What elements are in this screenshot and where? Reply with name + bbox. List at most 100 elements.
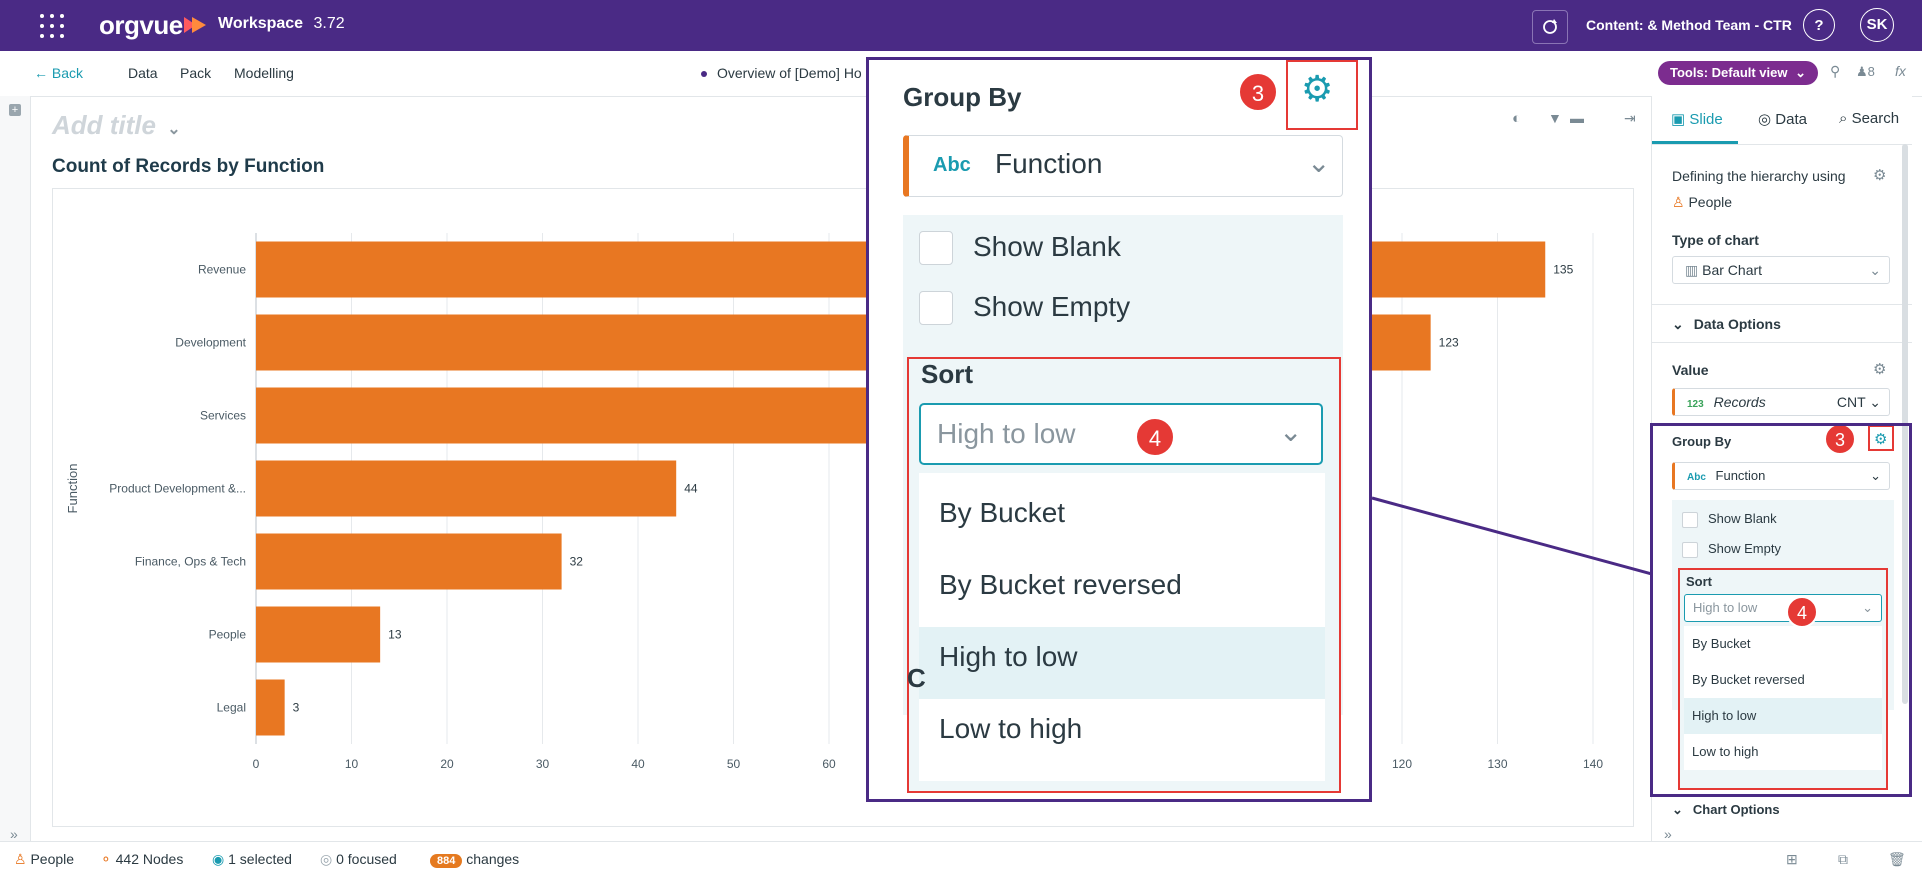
x-tick-label: 130 bbox=[1487, 757, 1507, 771]
sort-option-by-bucket[interactable]: By Bucket bbox=[1692, 636, 1751, 651]
group-by-select[interactable]: Abc Function ⌄ bbox=[1672, 462, 1890, 490]
orgvue-logo[interactable]: orgvue bbox=[99, 10, 183, 40]
chevron-down-icon: ⌄ bbox=[1672, 316, 1684, 332]
status-selected[interactable]: ◉ 1 selected bbox=[212, 851, 292, 868]
zoom-sort-select[interactable]: High to low ⌄ bbox=[919, 403, 1323, 465]
aggregation-select[interactable]: CNT ⌄ bbox=[1837, 389, 1881, 415]
tab-search-label: Search bbox=[1851, 110, 1900, 127]
status-dot-icon bbox=[701, 71, 707, 77]
comment-icon[interactable]: ▬ bbox=[1570, 110, 1584, 126]
status-focused[interactable]: ◎ 0 focused bbox=[320, 851, 397, 868]
delete-icon[interactable]: 🗑 bbox=[1888, 851, 1906, 867]
sort-option-by-bucket-reversed[interactable]: By Bucket reversed bbox=[1692, 672, 1805, 687]
group-by-settings-gear-icon[interactable]: ⚙ bbox=[1874, 431, 1888, 448]
user-icon: ♟ bbox=[1856, 64, 1868, 79]
tools-view-dropdown[interactable]: Tools: Default view ⌄ bbox=[1658, 61, 1819, 85]
workspace-title: Workspace 3.72 bbox=[218, 15, 345, 33]
zoom-gear-icon[interactable]: ⚙ bbox=[1301, 68, 1334, 109]
value-settings-gear-icon[interactable]: ⚙ bbox=[1873, 361, 1887, 378]
zoom-callout: Group By ⚙ 3 Abc Function ⌄ Show Blank S… bbox=[866, 57, 1372, 802]
highlight-frame bbox=[1650, 423, 1912, 797]
duplicate-icon[interactable]: ⧉ bbox=[1838, 851, 1848, 867]
x-tick-label: 50 bbox=[727, 757, 741, 771]
add-slide-icon[interactable]: + bbox=[9, 104, 21, 116]
nav-pack[interactable]: Pack bbox=[180, 65, 212, 81]
x-tick-label: 30 bbox=[536, 757, 550, 771]
back-label: Back bbox=[51, 65, 84, 81]
data-label: 13 bbox=[388, 628, 402, 642]
nav-data[interactable]: Data bbox=[128, 65, 158, 81]
zoom-sort-option-by-bucket[interactable]: By Bucket bbox=[939, 497, 1066, 528]
zoom-sort-value: High to low bbox=[937, 418, 1076, 449]
zoom-sort-option-low-to-high[interactable]: Low to high bbox=[939, 713, 1083, 744]
back-link[interactable]: ← Back bbox=[34, 65, 83, 81]
chart-options-toggle[interactable]: ⌄ Chart Options bbox=[1672, 802, 1780, 818]
status-changes[interactable]: 884 changes bbox=[430, 851, 519, 868]
zoom-sort-option-by-bucket-reversed[interactable]: By Bucket reversed bbox=[939, 569, 1182, 600]
divider bbox=[1652, 342, 1912, 343]
avatar[interactable]: SK bbox=[1860, 8, 1894, 42]
top-bar: orgvue Workspace 3.72 Content: & Method … bbox=[0, 0, 1922, 51]
collapse-panel-icon[interactable]: » bbox=[1664, 826, 1672, 842]
team-name[interactable]: Content: & Method Team - CTR bbox=[1586, 17, 1792, 33]
chevron-down-icon: ⌄ bbox=[1870, 468, 1881, 483]
chevron-down-icon: ⌄ bbox=[1795, 65, 1807, 80]
status-people[interactable]: ♙ People bbox=[14, 851, 74, 868]
sort-option-low-to-high[interactable]: Low to high bbox=[1692, 744, 1759, 759]
search-icon: ⌕ bbox=[1839, 110, 1848, 127]
data-options-label: Data Options bbox=[1693, 316, 1781, 332]
chart-type-value: Bar Chart bbox=[1702, 262, 1763, 278]
chart-title: Count of Records by Function bbox=[52, 156, 325, 177]
status-nodes[interactable]: ⚬ 442 Nodes bbox=[100, 851, 183, 868]
sort-option-high-to-low[interactable]: High to low bbox=[1684, 698, 1882, 734]
selected-icon: ◉ bbox=[212, 851, 225, 867]
annotation-box-3-small bbox=[1868, 425, 1894, 451]
add-icon[interactable]: ⊞ bbox=[1786, 851, 1798, 867]
category-label: Development bbox=[175, 336, 246, 350]
hierarchy-value[interactable]: ♙ People bbox=[1672, 194, 1732, 211]
users-count[interactable]: ♟8 bbox=[1856, 64, 1875, 80]
view-title[interactable]: Overview of [Demo] Ho bbox=[717, 65, 862, 81]
nav-modelling[interactable]: Modelling bbox=[234, 65, 294, 81]
value-label: Value bbox=[1672, 362, 1709, 378]
zoom-text-type-icon: Abc bbox=[933, 154, 971, 176]
status-nodes-label: 442 Nodes bbox=[115, 851, 184, 867]
export-icon[interactable]: ⇥ bbox=[1624, 110, 1636, 126]
tab-data[interactable]: ◎ Data bbox=[1758, 110, 1807, 128]
chart-type-label: Type of chart bbox=[1672, 232, 1759, 248]
palette-icon[interactable]: ◐ bbox=[1512, 110, 1522, 127]
left-gutter: + » bbox=[0, 96, 31, 842]
filter-icon[interactable]: ▼ bbox=[1548, 110, 1562, 126]
divider bbox=[1652, 304, 1912, 305]
apps-grid-icon[interactable] bbox=[40, 14, 64, 38]
expand-icon[interactable]: » bbox=[10, 826, 18, 842]
value-field: Records bbox=[1713, 394, 1766, 410]
zoom-group-by-select[interactable]: Abc Function ⌄ bbox=[903, 135, 1343, 197]
zoom-sort-label: Sort bbox=[921, 359, 973, 389]
help-button[interactable]: ? bbox=[1803, 9, 1835, 41]
right-panel: ▣ Slide ◎ Data ⌕ Search Defining the hie… bbox=[1651, 96, 1912, 842]
tab-slide[interactable]: ▣ Slide bbox=[1671, 110, 1723, 128]
data-options-toggle[interactable]: ⌄ Data Options bbox=[1672, 316, 1781, 333]
show-empty-checkbox[interactable] bbox=[1682, 542, 1698, 558]
value-field-select[interactable]: 123 Records CNT ⌄ bbox=[1672, 388, 1890, 416]
zoom-sort-option-high-to-low[interactable]: High to low bbox=[939, 641, 1078, 672]
zoom-sort-dropdown-menu: By Bucket By Bucket reversed High to low… bbox=[919, 473, 1325, 781]
tab-search[interactable]: ⌕ Search bbox=[1839, 110, 1899, 127]
bar bbox=[256, 606, 381, 663]
add-title-field[interactable]: Add title ⌄ bbox=[52, 110, 181, 141]
x-tick-label: 0 bbox=[253, 757, 260, 771]
zoom-annotation-marker-3: 3 bbox=[1238, 72, 1278, 112]
zoom-show-empty-checkbox[interactable] bbox=[919, 291, 953, 325]
sync-button[interactable] bbox=[1532, 10, 1568, 44]
show-blank-checkbox[interactable] bbox=[1682, 512, 1698, 528]
zoom-show-blank-checkbox[interactable] bbox=[919, 231, 953, 265]
hierarchy-settings-gear-icon[interactable]: ⚙ bbox=[1873, 167, 1887, 184]
chart-type-select[interactable]: ▥ Bar Chart ⌄ bbox=[1672, 256, 1890, 284]
formula-icon[interactable]: fx bbox=[1895, 63, 1906, 79]
sort-select[interactable]: High to low ⌄ bbox=[1684, 594, 1882, 622]
pin-icon[interactable]: ⚲ bbox=[1830, 63, 1841, 79]
zoom-selected-option-highlight bbox=[919, 627, 1325, 699]
chevron-down-icon: ⌄ bbox=[167, 121, 181, 138]
logo-mark-icon bbox=[184, 17, 206, 33]
